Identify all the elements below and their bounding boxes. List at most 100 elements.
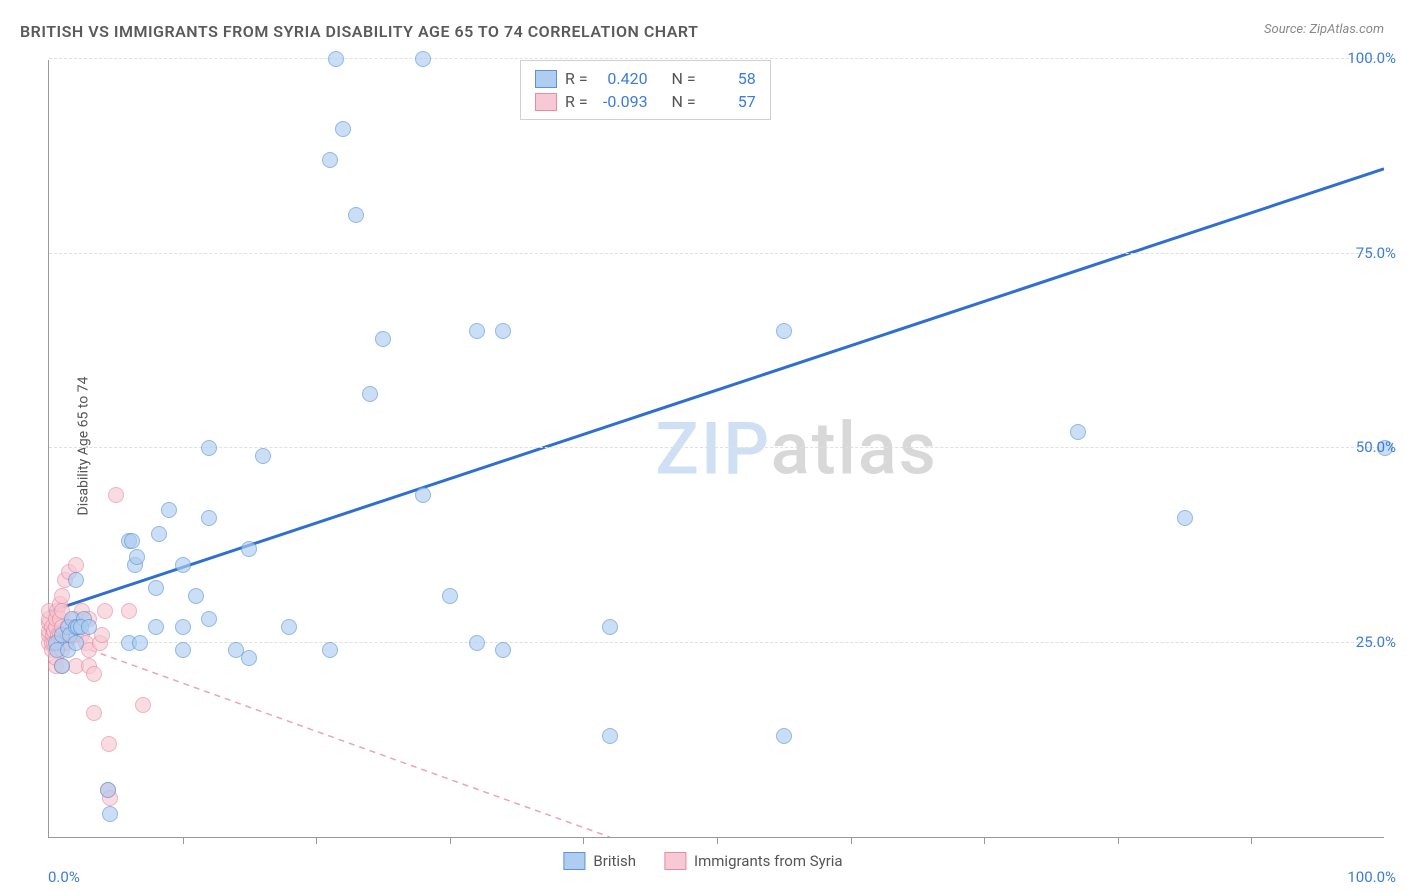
n-label: N = <box>672 92 696 111</box>
legend-label-syria: Immigrants from Syria <box>694 852 843 870</box>
trendline <box>49 635 610 837</box>
data-point-syria <box>97 603 113 619</box>
swatch-syria <box>664 852 686 870</box>
data-point-british <box>375 331 391 347</box>
data-point-syria <box>101 736 117 752</box>
data-point-british <box>132 635 148 651</box>
series-legend: British Immigrants from Syria <box>563 852 842 870</box>
data-point-british <box>241 650 257 666</box>
plot-area: ZIPatlas <box>48 60 1384 838</box>
data-point-british <box>68 635 84 651</box>
data-point-british <box>201 510 217 526</box>
data-point-british <box>201 440 217 456</box>
data-point-british <box>175 557 191 573</box>
data-point-british <box>151 526 167 542</box>
chart-container: BRITISH VS IMMIGRANTS FROM SYRIA DISABIL… <box>0 0 1406 892</box>
data-point-british <box>175 642 191 658</box>
n-value-syria: 57 <box>704 92 756 111</box>
data-point-british <box>442 588 458 604</box>
data-point-british <box>100 782 116 798</box>
data-point-british <box>201 611 217 627</box>
data-point-british <box>148 580 164 596</box>
data-point-british <box>776 728 792 744</box>
swatch-british <box>563 852 585 870</box>
data-point-british <box>102 806 118 822</box>
source-label: Source: <box>1264 22 1306 37</box>
y-tick-label: 75.0% <box>1356 244 1396 262</box>
y-tick-label: 25.0% <box>1356 633 1396 651</box>
data-point-syria <box>86 666 102 682</box>
data-point-british <box>322 642 338 658</box>
r-value-syria: -0.093 <box>596 92 648 111</box>
correlation-stats-box: R = 0.420 N = 58 R = -0.093 N = 57 <box>520 60 771 120</box>
stat-row-syria: R = -0.093 N = 57 <box>535 90 756 113</box>
data-point-syria <box>86 705 102 721</box>
data-point-british <box>175 619 191 635</box>
data-point-british <box>281 619 297 635</box>
legend-item-british: British <box>563 852 636 870</box>
data-point-british <box>495 642 511 658</box>
gridline-horizontal <box>49 642 1384 643</box>
swatch-british <box>535 70 557 88</box>
data-point-british <box>776 323 792 339</box>
data-point-british <box>1177 510 1193 526</box>
data-point-british <box>328 51 344 67</box>
data-point-syria <box>108 487 124 503</box>
x-tick <box>583 837 584 844</box>
data-point-british <box>495 323 511 339</box>
data-point-british <box>602 728 618 744</box>
swatch-syria <box>535 93 557 111</box>
x-tick <box>1118 837 1119 844</box>
r-value-british: 0.420 <box>596 69 648 88</box>
gridline-horizontal <box>49 253 1384 254</box>
n-value-british: 58 <box>704 69 756 88</box>
x-tick <box>1251 837 1252 844</box>
source-value: ZipAtlas.com <box>1309 22 1384 37</box>
data-point-british <box>148 619 164 635</box>
stat-row-british: R = 0.420 N = 58 <box>535 67 756 90</box>
gridline-horizontal <box>49 447 1384 448</box>
data-point-british <box>1070 424 1086 440</box>
x-tick <box>717 837 718 844</box>
r-label: R = <box>565 69 588 88</box>
data-point-syria <box>94 627 110 643</box>
data-point-british <box>362 386 378 402</box>
x-tick <box>984 837 985 844</box>
chart-title: BRITISH VS IMMIGRANTS FROM SYRIA DISABIL… <box>20 22 698 41</box>
data-point-british <box>161 502 177 518</box>
data-point-british <box>54 658 70 674</box>
data-point-british <box>415 487 431 503</box>
x-tick <box>851 837 852 844</box>
data-point-british <box>188 588 204 604</box>
data-point-british <box>124 533 140 549</box>
data-point-british <box>322 152 338 168</box>
data-point-british <box>415 51 431 67</box>
data-point-syria <box>54 588 70 604</box>
data-point-syria <box>121 603 137 619</box>
data-point-british <box>129 549 145 565</box>
data-point-british <box>469 323 485 339</box>
data-point-syria <box>135 697 151 713</box>
legend-label-british: British <box>593 852 636 870</box>
x-tick <box>450 837 451 844</box>
x-tick <box>316 837 317 844</box>
n-label: N = <box>672 69 696 88</box>
data-point-syria <box>68 557 84 573</box>
x-tick-label: 100.0% <box>1347 868 1396 886</box>
legend-item-syria: Immigrants from Syria <box>664 852 843 870</box>
watermark: ZIPatlas <box>655 406 937 491</box>
data-point-british <box>68 572 84 588</box>
r-label: R = <box>565 92 588 111</box>
data-point-british <box>469 635 485 651</box>
data-point-british <box>81 619 97 635</box>
gridline-horizontal <box>49 58 1384 59</box>
data-point-british <box>255 448 271 464</box>
watermark-atlas: atlas <box>771 406 938 491</box>
watermark-zip: ZIP <box>655 406 770 491</box>
data-point-british <box>335 121 351 137</box>
x-tick-label: 0.0% <box>48 868 80 886</box>
data-point-british <box>241 541 257 557</box>
y-tick-label: 100.0% <box>1347 49 1396 67</box>
trendlines-svg <box>49 60 1384 837</box>
source-attribution: Source: ZipAtlas.com <box>1264 22 1384 37</box>
